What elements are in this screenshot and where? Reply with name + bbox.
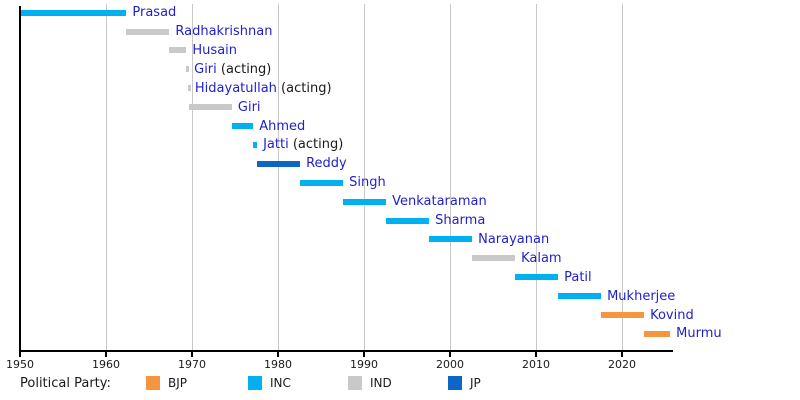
president-label-prasad[interactable]: Prasad — [132, 5, 176, 20]
president-label-murmu[interactable]: Murmu — [676, 326, 721, 341]
acting-suffix: (acting) — [276, 80, 332, 96]
x-tick-label-1960: 1960 — [92, 358, 120, 371]
timeline-bar-ahmed — [231, 123, 254, 129]
president-label-hidayatullah[interactable]: Hidayatullah (acting) — [195, 81, 332, 96]
president-link[interactable]: Hidayatullah — [194, 80, 277, 96]
gridline-1970 — [192, 4, 193, 351]
plot-area: Prasad Radhakrishnan Husain Giri (acting) Hi… — [6, 4, 722, 371]
gridline-2000 — [450, 4, 451, 351]
president-label-patil[interactable]: Patil — [564, 270, 592, 285]
president-label-singh[interactable]: Singh — [349, 175, 386, 190]
x-axis-line — [19, 350, 673, 352]
president-label-sharma[interactable]: Sharma — [435, 213, 485, 228]
timeline-bar-prasad — [20, 9, 127, 16]
x-tick-2000 — [449, 352, 451, 357]
timeline-bar-murmu — [644, 330, 671, 337]
legend-label: JP — [470, 376, 481, 390]
legend-swatch-inc — [248, 376, 262, 390]
president-label-jatti[interactable]: Jatti (acting) — [263, 137, 343, 152]
legend-swatch-jp — [448, 376, 462, 390]
president-link[interactable]: Husain — [192, 42, 238, 58]
president-link[interactable]: Prasad — [132, 5, 177, 21]
x-tick-label-2020: 2020 — [608, 358, 636, 371]
gridline-1980 — [278, 4, 279, 351]
timeline-bar-mukherjee — [558, 293, 602, 300]
acting-suffix: (acting) — [216, 61, 272, 77]
legend-label: IND — [370, 376, 392, 390]
x-tick-1950 — [19, 352, 21, 357]
x-tick-label-2010: 2010 — [522, 358, 550, 371]
president-link[interactable]: Narayanan — [478, 231, 550, 247]
president-link[interactable]: Giri — [194, 61, 217, 77]
president-label-reddy[interactable]: Reddy — [306, 156, 347, 171]
legend-label: INC — [270, 376, 291, 390]
president-link[interactable]: Mukherjee — [607, 288, 676, 304]
x-tick-label-1950: 1950 — [6, 358, 34, 371]
timeline-bar-radhakrishnan — [126, 28, 170, 35]
timeline-bar-giri — [186, 66, 190, 73]
x-tick-2020 — [621, 352, 623, 357]
legend-swatch-ind — [348, 376, 362, 390]
president-link[interactable]: Patil — [564, 269, 592, 285]
x-tick-1980 — [277, 352, 279, 357]
x-tick-1970 — [191, 352, 193, 357]
timeline-bar-singh — [300, 179, 344, 186]
president-label-narayanan[interactable]: Narayanan — [478, 232, 549, 247]
gridline-2020 — [622, 4, 623, 351]
president-label-giri[interactable]: Giri — [238, 100, 261, 115]
timeline-bar-patil — [515, 274, 559, 281]
x-tick-1990 — [363, 352, 365, 357]
president-label-mukherjee[interactable]: Mukherjee — [607, 289, 675, 304]
president-label-husain[interactable]: Husain — [192, 43, 237, 58]
gridline-2010 — [536, 4, 537, 351]
timeline-bar-giri — [188, 104, 232, 111]
timeline-bar-narayanan — [429, 236, 473, 243]
timeline-bar-reddy — [257, 160, 301, 167]
president-link[interactable]: Reddy — [306, 156, 347, 172]
timeline-bar-kovind — [601, 312, 645, 318]
president-label-radhakrishnan[interactable]: Radhakrishnan — [175, 24, 272, 39]
president-link[interactable]: Kovind — [650, 307, 694, 323]
timeline-bar-sharma — [386, 217, 430, 224]
x-tick-label-1990: 1990 — [350, 358, 378, 371]
president-link[interactable]: Jatti — [263, 137, 289, 153]
timeline-bar-venkataraman — [343, 198, 387, 205]
acting-suffix: (acting) — [288, 137, 344, 153]
timeline-bar-hidayatullah — [188, 85, 192, 92]
president-label-giri[interactable]: Giri (acting) — [194, 62, 271, 77]
y-axis-line — [19, 6, 21, 352]
gridline-1990 — [364, 4, 365, 351]
timeline-bar-kalam — [472, 255, 516, 262]
legend-title: Political Party: — [20, 376, 111, 391]
x-tick-2010 — [535, 352, 537, 357]
president-link[interactable]: Kalam — [521, 250, 562, 266]
president-link[interactable]: Murmu — [676, 326, 722, 342]
timeline-bar-jatti — [253, 141, 258, 148]
president-label-kovind[interactable]: Kovind — [650, 308, 694, 323]
president-label-ahmed[interactable]: Ahmed — [259, 119, 305, 134]
x-tick-label-1980: 1980 — [264, 358, 292, 371]
gridline-1960 — [106, 4, 107, 351]
x-tick-label-2000: 2000 — [436, 358, 464, 371]
president-label-venkataraman[interactable]: Venkataraman — [392, 194, 487, 209]
president-link[interactable]: Radhakrishnan — [175, 24, 273, 39]
president-link[interactable]: Giri — [237, 99, 261, 115]
x-tick-1960 — [105, 352, 107, 357]
legend-label: BJP — [168, 376, 188, 390]
president-link[interactable]: Singh — [349, 175, 386, 191]
legend-swatch-bjp — [146, 376, 160, 390]
president-link[interactable]: Sharma — [435, 213, 486, 228]
president-link[interactable]: Ahmed — [259, 118, 306, 134]
president-label-kalam[interactable]: Kalam — [521, 251, 562, 266]
president-link[interactable]: Venkataraman — [392, 194, 487, 210]
x-tick-label-1970: 1970 — [178, 358, 206, 371]
timeline-bar-husain — [169, 47, 187, 54]
legend: Political Party: BJP INC IND JP — [0, 372, 800, 400]
